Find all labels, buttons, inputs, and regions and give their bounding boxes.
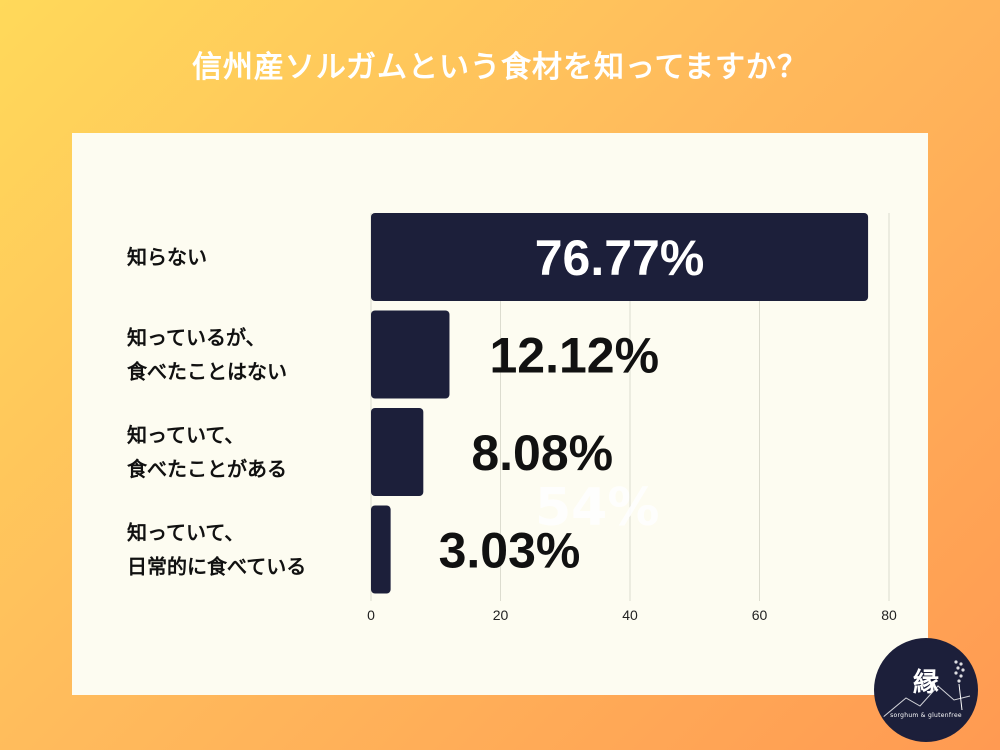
category-label: 知っているが、 xyxy=(127,326,266,350)
category-label: 知らない xyxy=(127,245,207,269)
category-label: 知っていて、 xyxy=(127,521,244,545)
category-label: 食べたことがある xyxy=(127,457,287,481)
brand-logo: 縁 sorghum & glutenfree xyxy=(876,640,976,740)
bar-chart: 0 20 40 60 80 76.77% 知らない 12.12% 知っているが、食べたことはない… xyxy=(127,213,897,623)
x-tick-label: 40 xyxy=(622,607,638,623)
bar-value-label: 12.12% xyxy=(489,328,659,384)
bar-value-label: 8.08% xyxy=(471,425,613,481)
x-tick-label: 0 xyxy=(367,607,375,623)
bar xyxy=(371,408,424,496)
x-tick-label: 20 xyxy=(493,607,509,623)
bar-value-label: 76.77% xyxy=(535,230,705,286)
chart-title: 信州産ソルガムという食材を知ってますか？ xyxy=(191,50,809,85)
logo-subtitle: sorghum & glutenfree xyxy=(890,712,962,719)
bar xyxy=(371,310,450,399)
chart-panel: 0 20 40 60 80 76.77% 知らない 12.12% 知っているが、 食べたことはない… xyxy=(72,133,928,695)
logo-mark: 縁 xyxy=(912,668,939,698)
category-label: 知っていて、 xyxy=(127,423,244,447)
mountain-icon xyxy=(881,660,971,719)
x-tick-label: 80 xyxy=(881,607,897,623)
watermark-text: 54% xyxy=(535,478,660,538)
bar xyxy=(371,213,869,301)
category-label: 食べたことはない xyxy=(127,360,287,384)
bar-value-label: 3.03% xyxy=(439,523,581,579)
category-label: 日常的に食べている xyxy=(127,555,306,579)
bar xyxy=(371,505,391,594)
x-tick-label: 60 xyxy=(752,607,768,623)
